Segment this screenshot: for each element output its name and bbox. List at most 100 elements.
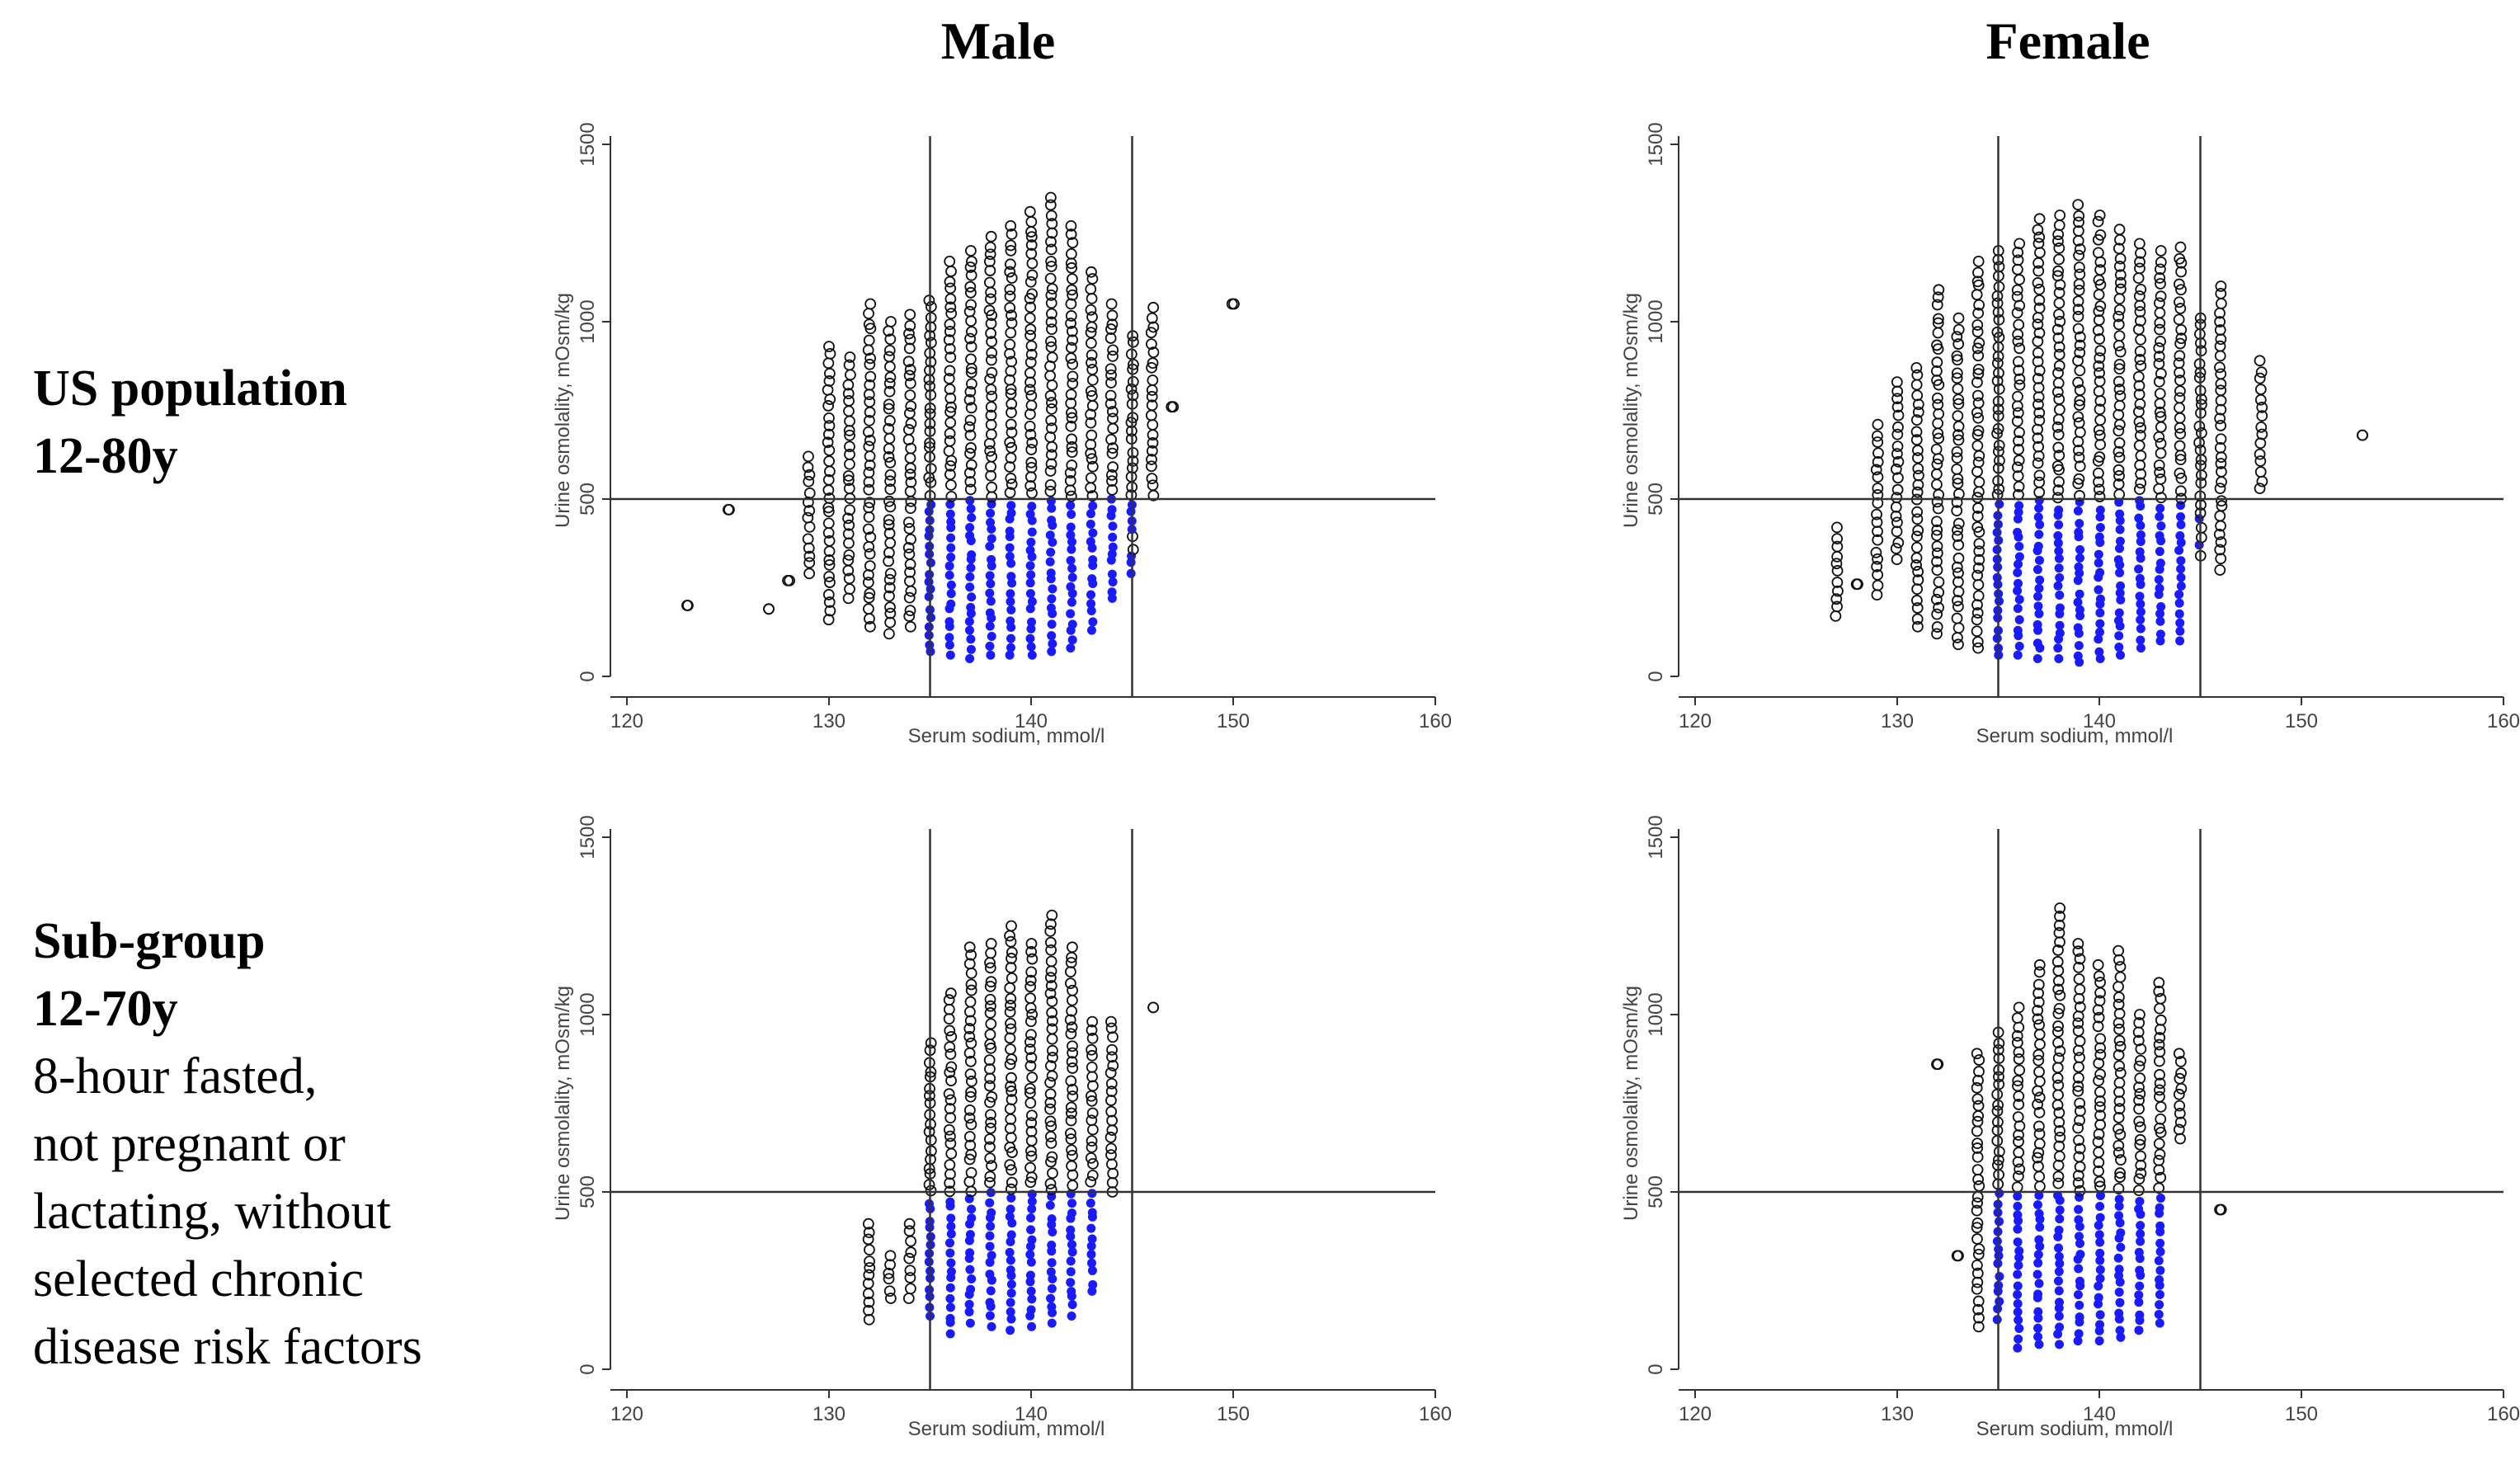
data-point-open [905,1235,916,1247]
data-point-open [2154,1046,2166,1058]
data-point-open [1952,552,1965,564]
data-point-filled [1048,1227,1057,1237]
data-point-filled [946,543,956,553]
data-point-open [963,941,976,954]
data-point-filled [2095,1190,2105,1200]
data-point-open [1951,505,1963,517]
data-point-open [864,459,876,471]
data-point-open [1145,327,1157,339]
data-point-open [985,1109,996,1121]
data-point-open [2113,981,2124,993]
data-point-filled [964,1299,974,1309]
data-point-open [2155,992,2167,1005]
data-point-open [1933,576,1945,588]
data-point-filled [1067,1247,1077,1257]
data-point-filled [1047,647,1057,657]
data-point-filled [2095,522,2105,532]
data-point-open [2154,307,2166,319]
data-point-open [2174,440,2186,452]
data-point-open [1872,447,1884,459]
data-point-filled [2055,590,2065,600]
data-point-filled [944,633,954,643]
data-point-open [2033,1128,2046,1140]
data-point-open [1973,1066,1985,1077]
data-point-filled [2074,1232,2084,1241]
data-point-open [2113,340,2125,351]
data-point-open [1064,484,1076,497]
data-point-open [1006,920,1017,932]
x-tick-label: 120 [1679,710,1712,732]
data-point-open [2214,510,2226,522]
data-point-open [2032,312,2044,323]
data-point-filled [2115,1217,2125,1227]
data-point-open [2032,318,2044,331]
data-point-open [2032,440,2045,453]
data-point-filled [1006,1326,1015,1335]
data-point-open [966,1075,977,1087]
data-point-open [1972,255,1985,267]
data-point-open [2255,366,2268,379]
data-point-open [1892,421,1904,433]
data-point-open [883,573,896,586]
data-point-open [2072,1017,2084,1029]
data-point-open [2256,410,2268,422]
data-point-open [2155,1113,2167,1125]
data-point-open [803,550,816,563]
data-point-open [2033,327,2046,339]
data-point-open [1932,1058,1944,1071]
data-point-open [1872,430,1883,442]
data-point-open [1045,210,1057,222]
data-point-filled [1088,1280,1098,1290]
data-point-filled [2075,1238,2084,1248]
data-point-open [823,375,836,387]
data-point-open [963,1153,976,1166]
data-point-open [1107,412,1119,425]
data-point-filled [985,608,995,618]
data-point-open [2153,1055,2165,1067]
data-point-filled [2114,643,2124,652]
data-point-open [2214,350,2226,362]
data-point-open [985,947,996,959]
data-point-filled [2074,641,2084,651]
data-point-open [904,333,916,346]
data-point-filled [2075,1250,2085,1260]
data-point-open [1004,1032,1016,1044]
data-point-open [2032,1048,2045,1061]
data-point-open [1951,331,1963,342]
data-point-open [1972,1321,1985,1333]
data-point-open [965,366,977,379]
data-point-filled [2054,1286,2064,1296]
data-point-open [2053,297,2065,309]
data-point-filled [1007,578,1017,588]
data-point-open [883,582,896,594]
data-point-open [883,451,895,463]
data-point-filled [1108,577,1118,586]
data-point-open [964,429,977,441]
data-point-open [2073,1134,2084,1147]
data-point-open [984,1063,996,1075]
data-point-open [2155,1171,2167,1184]
data-point-open [943,1088,955,1100]
data-point-open [2256,402,2268,413]
data-point-filled [1066,501,1076,511]
data-point-filled [1006,589,1015,599]
data-point-filled [2176,520,2186,530]
data-point-filled [1087,1265,1097,1275]
data-point-filled [2136,520,2146,530]
data-point-open [1145,460,1157,473]
data-point-open [1005,935,1017,948]
data-point-open [1004,487,1016,499]
data-point-open [1067,1090,1079,1102]
data-point-open [884,456,897,469]
data-point-open [964,414,977,426]
data-point-filled [986,517,996,527]
data-point-open [2033,469,2046,482]
data-point-filled [2014,541,2024,551]
data-point-open [2052,1037,2064,1049]
data-point-open [903,1252,916,1265]
data-point-filled [1066,1267,1076,1277]
data-point-open [1952,323,1965,336]
data-point-open [1952,576,1964,588]
data-point-filled [1067,1300,1077,1310]
